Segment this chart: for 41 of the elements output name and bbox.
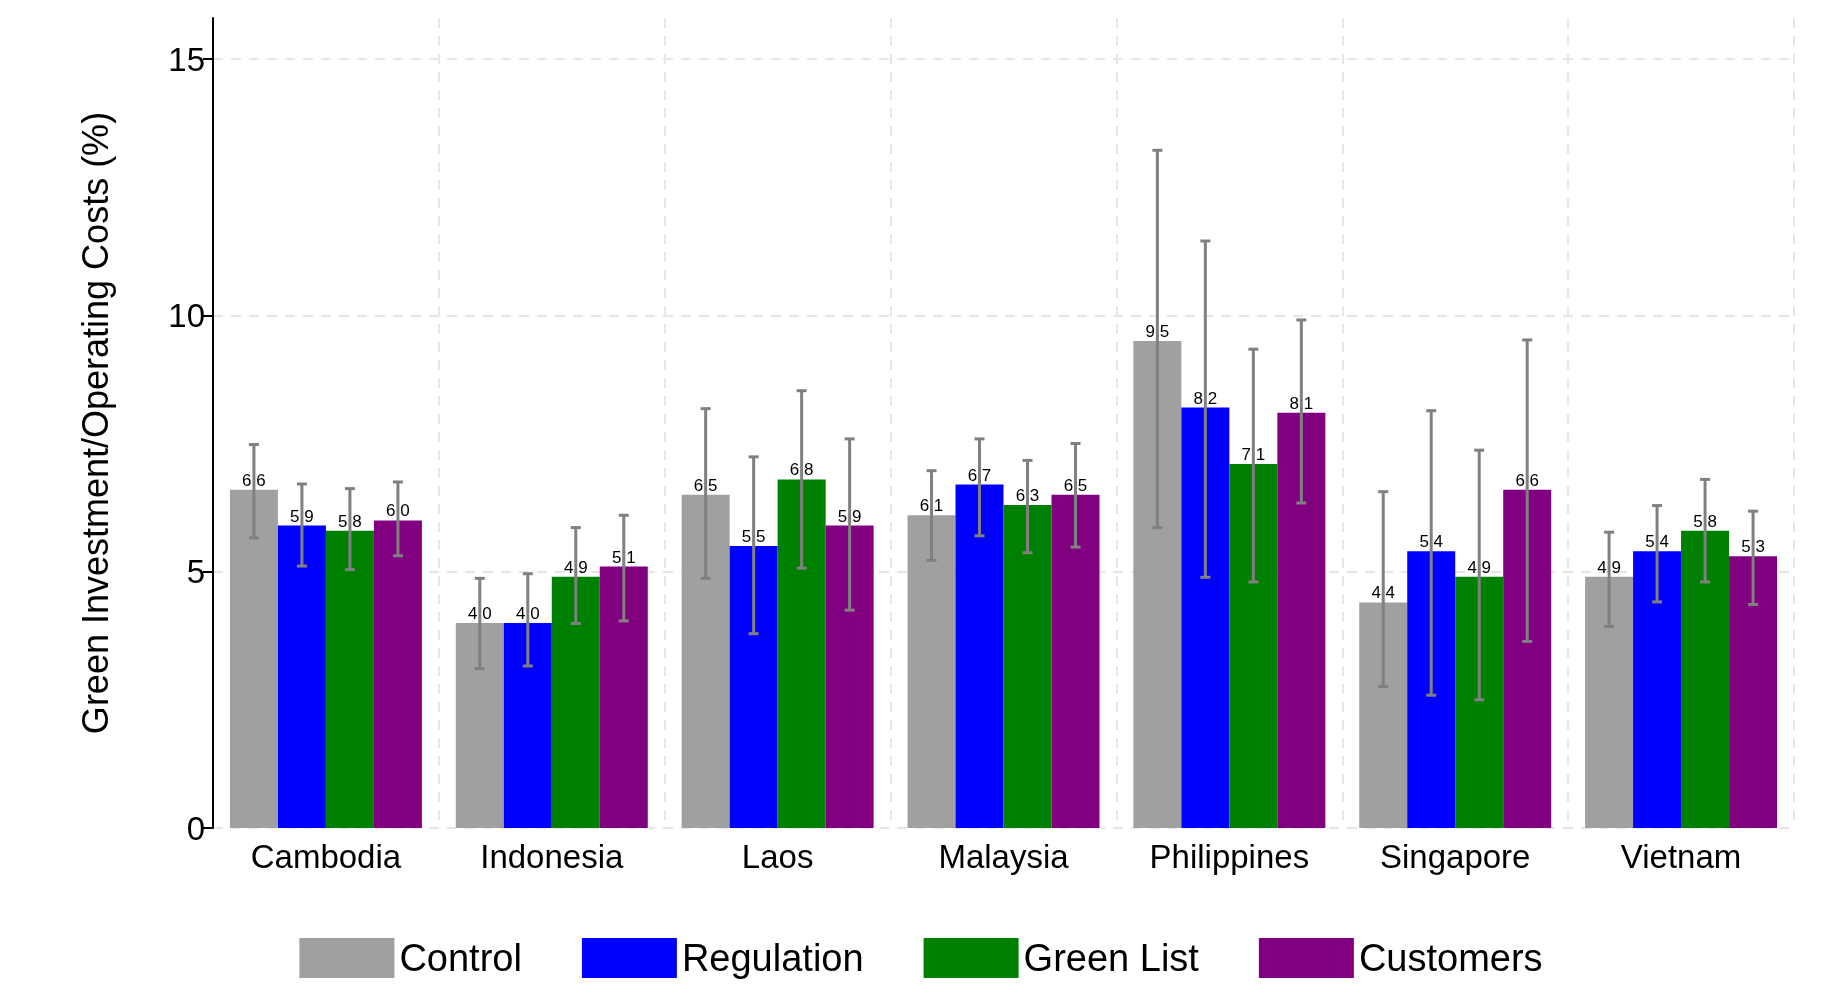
legend-label: Control [399,937,522,979]
data-label: 4.0 [515,603,540,623]
data-label: 6.5 [693,475,718,495]
data-label: 5.1 [611,547,636,567]
data-label: 8.1 [1289,393,1314,413]
data-label: 6.8 [789,460,814,480]
data-label: 6.7 [967,465,992,485]
y-tick-label: 5 [186,553,205,591]
data-label: 6.3 [1015,486,1040,506]
data-label: 6.5 [1063,475,1088,495]
y-axis-title: Green Investment/Operating Costs (%) [74,111,116,735]
data-label: 7.1 [1241,445,1266,465]
data-label: 4.0 [467,603,492,623]
data-label: 6.0 [386,501,410,521]
x-tick-label: Malaysia [938,838,1070,875]
data-label: 5.8 [338,511,362,531]
data-label: 5.5 [741,527,766,547]
legend-label: Customers [1358,937,1543,979]
legend-label: Regulation [681,937,864,979]
x-tick-label: Laos [741,838,814,875]
x-tick-label: Philippines [1149,838,1310,875]
data-label: 5.8 [1693,511,1717,531]
data-label: 5.4 [1645,532,1669,552]
y-tick-label: 0 [186,809,205,847]
data-label: 4.4 [1371,583,1396,603]
data-label: 9.5 [1145,321,1170,341]
data-label: 8.2 [1193,388,1218,408]
y-tick-label: 15 [168,40,205,78]
legend-label: Green List [1023,937,1200,979]
x-tick-label: Vietnam [1620,838,1742,875]
x-tick-label: Cambodia [250,838,402,875]
x-tick-label: Singapore [1379,838,1531,875]
x-tick-label: Indonesia [480,838,624,875]
data-label: 5.9 [290,506,314,526]
data-label: 4.9 [563,557,588,577]
data-label: 4.9 [1597,557,1621,577]
y-tick-label: 10 [168,296,205,334]
data-label: 5.9 [837,506,862,526]
data-label: 6.6 [242,470,266,490]
data-label: 6.1 [919,496,944,516]
data-label: 4.9 [1467,557,1492,577]
